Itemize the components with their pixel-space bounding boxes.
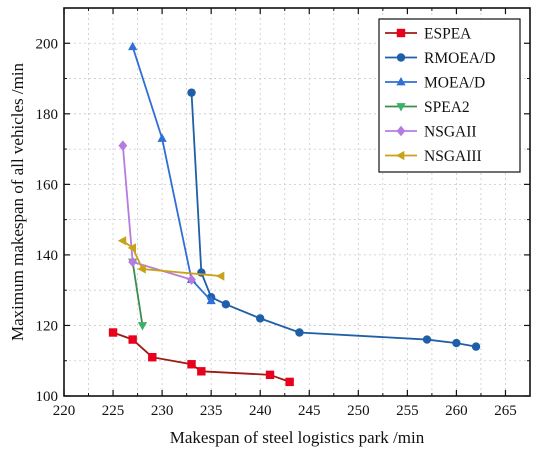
data-point — [422, 335, 432, 344]
data-point — [157, 133, 167, 142]
data-point — [187, 88, 196, 97]
legend-label: SPEA2 — [424, 99, 470, 116]
x-tick-label: 240 — [249, 403, 272, 419]
data-point — [127, 243, 137, 253]
legend-label: NSGAII — [424, 124, 477, 141]
x-tick-label: 225 — [102, 403, 125, 419]
x-tick-label: 235 — [200, 403, 223, 419]
y-tick-label: 140 — [36, 248, 59, 264]
data-point — [137, 264, 146, 274]
data-point — [295, 328, 304, 337]
data-point — [265, 370, 275, 380]
data-point — [471, 342, 481, 351]
data-point — [117, 236, 127, 246]
series-line — [122, 240, 222, 277]
data-point — [128, 335, 137, 344]
legend-marker — [396, 103, 406, 112]
legend-item: NSGAIII — [385, 148, 482, 165]
legend: ESPEA RMOEA/D MOEA/D SPEA2 NSGAII NSGAIII — [378, 18, 521, 173]
legend-marker — [396, 76, 406, 86]
x-tick-label: 255 — [396, 403, 419, 419]
y-tick-label: 180 — [36, 107, 59, 123]
x-axis-label: Makespan of steel logistics park /min — [170, 428, 425, 447]
y-tick-label: 160 — [36, 177, 59, 193]
x-tick-label: 245 — [298, 403, 321, 419]
x-tick-label: 220 — [53, 403, 76, 419]
data-point — [206, 295, 216, 305]
series-nsgaiii — [117, 236, 225, 281]
data-point — [137, 322, 148, 331]
legend-marker — [395, 150, 405, 161]
legend-item: SPEA2 — [385, 99, 470, 116]
y-tick-label: 200 — [36, 36, 59, 52]
data-point — [108, 328, 118, 337]
data-point — [221, 300, 231, 309]
legend-box — [378, 18, 521, 173]
y-axis-label: Maximum makespan of all vehicles /min — [8, 62, 27, 341]
legend-item: ESPEA — [385, 26, 472, 43]
data-point — [197, 367, 206, 376]
series-line — [131, 46, 212, 302]
data-point — [285, 377, 294, 387]
legend-marker — [396, 28, 406, 38]
legend-marker — [396, 53, 406, 62]
data-point — [148, 353, 157, 362]
series-line — [131, 261, 144, 326]
legend-label: ESPEA — [424, 26, 472, 43]
data-point — [187, 360, 196, 369]
data-point — [197, 268, 206, 277]
y-tick-label: 120 — [36, 318, 59, 334]
series-espea — [108, 328, 294, 387]
plot-frame — [63, 7, 531, 397]
ticks: 220 225 230 235 240 245 250 255 260 265 100 120 140 1… — [36, 8, 530, 419]
legend-item: NSGAII — [385, 124, 477, 141]
x-tick-label: 250 — [347, 403, 370, 419]
legend-marker — [396, 125, 406, 137]
y-tick-label: 100 — [36, 389, 59, 405]
legend-label: MOEA/D — [424, 75, 485, 92]
x-tick-label: 230 — [151, 403, 174, 419]
legend-item: MOEA/D — [385, 75, 485, 92]
legend-item: RMOEA/D — [385, 50, 495, 67]
series-layer — [108, 41, 481, 387]
data-point — [128, 256, 138, 268]
series-nsgaii — [118, 140, 196, 285]
x-tick-label: 265 — [494, 403, 517, 419]
data-point — [256, 314, 265, 323]
data-point — [215, 271, 225, 281]
x-tick-label: 260 — [445, 403, 468, 419]
legend-label: RMOEA/D — [424, 50, 495, 67]
data-point — [118, 140, 128, 151]
data-point — [452, 338, 461, 348]
legend-label: NSGAIII — [424, 148, 482, 165]
data-point — [187, 274, 196, 285]
data-point — [128, 41, 138, 51]
